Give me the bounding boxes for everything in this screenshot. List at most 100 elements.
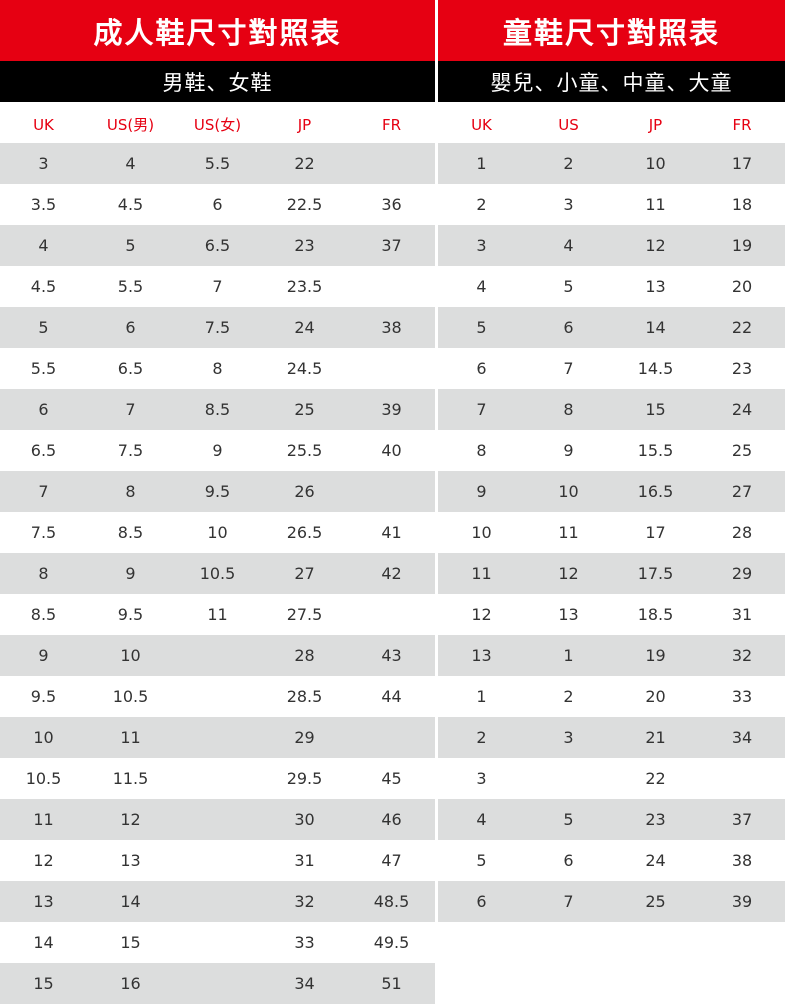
table-cell: 7 [212,277,223,296]
table-cell: 49.5 [373,933,410,952]
table-cell: 12 [558,564,579,583]
table-cell: 10.5 [25,769,62,788]
table-cell: 6 [212,195,223,214]
column-header: UK [471,116,492,134]
table-cell: 13 [645,277,666,296]
table-cell: 23 [294,236,315,255]
table-cell: 45 [381,769,402,788]
table-row: 10 11 17 28 [438,512,785,553]
table-row: 4 5 6.5 23 37 [0,225,435,266]
table-cell: 32 [294,892,315,911]
table-cell: 3.5 [30,195,57,214]
table-cell: 28 [294,646,315,665]
table-cell: 19 [645,646,666,665]
table-cell: 15 [33,974,54,993]
table-cell: 8.5 [117,523,144,542]
table-cell: 51 [381,974,402,993]
table-row: 8 9 10.5 27 42 [0,553,435,594]
table-cell: 5 [476,318,487,337]
table-row: 2 3 21 34 [438,717,785,758]
table-cell [174,635,261,676]
table-row: 3 22 [438,758,785,799]
kids-table-title: 童鞋尺寸對照表 [438,0,785,61]
table-cell: 36 [381,195,402,214]
table-cell [525,758,612,799]
table-cell: 7.5 [204,318,231,337]
table-row: 9 10 16.5 27 [438,471,785,512]
table-cell: 22.5 [286,195,323,214]
table-cell: 47 [381,851,402,870]
column-header: FR [732,116,752,134]
table-cell: 10.5 [112,687,149,706]
table-cell: 2 [476,195,487,214]
table-cell [174,881,261,922]
table-cell: 3 [476,236,487,255]
table-cell: 21 [645,728,666,747]
table-cell: 26 [294,482,315,501]
table-cell: 18 [731,195,753,214]
table-row: 13 14 32 48.5 [0,881,435,922]
table-cell: 38 [731,851,753,870]
table-cell: 7 [563,359,574,378]
table-row: 9 10 28 43 [0,635,435,676]
table-cell: 19 [731,236,753,255]
table-cell: 43 [381,646,402,665]
table-cell: 25 [294,400,315,419]
table-cell: 42 [381,564,402,583]
table-cell: 9 [38,646,49,665]
table-row: 6 7 14.5 23 [438,348,785,389]
table-row: 5.5 6.5 8 24.5 [0,348,435,389]
table-cell: 23 [645,810,666,829]
table-cell: 6 [476,892,487,911]
table-cell: 34 [731,728,753,747]
table-row: 13 1 19 32 [438,635,785,676]
table-cell: 7 [563,892,574,911]
table-cell: 34 [294,974,315,993]
table-cell: 29.5 [286,769,323,788]
kids-column-headers: UK US JP FR [438,102,785,143]
table-cell: 40 [381,441,402,460]
table-cell: 33 [294,933,315,952]
table-cell: 37 [731,810,753,829]
table-row: 4 5 23 37 [438,799,785,840]
column-header: JP [648,116,663,134]
kids-size-table: 童鞋尺寸對照表 嬰兒、小童、中童、大童 UK US JP FR 1 2 10 17 2 3 11 1… [438,0,785,922]
table-row: 5 6 24 38 [438,840,785,881]
table-cell: 14 [645,318,666,337]
table-cell: 10 [33,728,54,747]
table-cell: 8.5 [204,400,231,419]
table-cell: 7 [476,400,487,419]
table-cell: 8 [476,441,487,460]
table-cell: 5 [38,318,49,337]
table-row: 14 15 33 49.5 [0,922,435,963]
table-cell: 25 [645,892,666,911]
table-cell [174,922,261,963]
table-row: 11 12 30 46 [0,799,435,840]
table-cell [174,840,261,881]
table-cell: 3 [563,195,574,214]
table-cell: 39 [381,400,402,419]
table-cell: 39 [731,892,753,911]
table-row: 3 4 12 19 [438,225,785,266]
table-cell: 8.5 [30,605,57,624]
table-cell: 5.5 [204,154,231,173]
table-cell: 15 [120,933,141,952]
table-cell: 7.5 [117,441,144,460]
adult-size-table: 成人鞋尺寸對照表 男鞋、女鞋 UK US(男) US(女) JP FR 3 4 5.5 22 3… [0,0,435,1004]
table-cell: 2 [563,154,574,173]
table-cell: 25 [731,441,753,460]
table-cell: 20 [731,277,753,296]
table-cell: 16 [120,974,141,993]
table-cell: 9 [476,482,487,501]
table-cell: 20 [645,687,666,706]
table-cell: 11 [207,605,228,624]
table-row: 12 13 18.5 31 [438,594,785,635]
table-cell: 23 [731,359,753,378]
table-cell: 31 [731,605,753,624]
table-cell [174,963,261,1004]
table-cell: 1 [476,154,487,173]
table-cell: 13 [471,646,492,665]
table-cell: 8 [212,359,223,378]
table-cell: 15.5 [637,441,674,460]
table-cell: 7.5 [30,523,57,542]
